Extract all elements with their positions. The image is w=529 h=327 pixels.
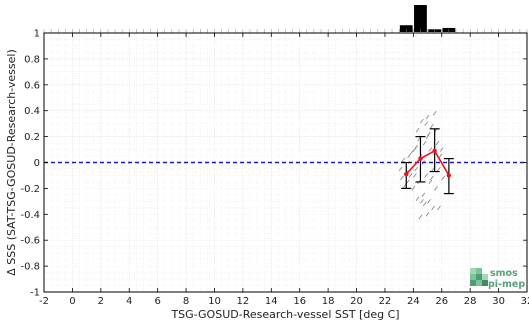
scatter-point-8: [411, 186, 416, 191]
logo-cell-6: [476, 280, 482, 286]
data-series: [401, 128, 454, 195]
scatter-point-0: [398, 166, 403, 172]
x-tick-label-11: 20: [350, 296, 363, 307]
scatter-point-9: [412, 147, 417, 152]
logo-text-line1: smos: [490, 268, 518, 279]
scatter-point-6: [407, 153, 411, 159]
scatter-point-28: [414, 144, 419, 150]
x-tick-label-1: 0: [69, 296, 75, 307]
x-tick-label-0: -2: [39, 296, 49, 307]
x-tick-label-8: 14: [265, 296, 278, 307]
x-tick-label-17: 32: [521, 296, 529, 307]
x-tick-label-12: 22: [379, 296, 392, 307]
scatter-point-19: [427, 199, 431, 204]
scatter-point-44: [439, 147, 444, 152]
scatter-point-15: [421, 192, 426, 198]
logo-cell-5: [470, 280, 476, 286]
scatter-point-26: [437, 205, 441, 211]
x-tick-label-14: 26: [435, 296, 448, 307]
y-tick-label-2: -0.6: [20, 236, 40, 247]
x-tick-label-10: 18: [322, 296, 335, 307]
y-tick-label-3: -0.4: [20, 210, 40, 221]
series-point-1: [418, 156, 423, 161]
series-point-3: [446, 173, 452, 178]
axis-ticks: [43, 32, 528, 293]
scatter-point-1: [400, 175, 404, 181]
scatter-point-43: [437, 166, 441, 172]
scatter-point-47: [425, 114, 430, 120]
logo-cell-7: [482, 280, 488, 286]
y-tick-label-4: -0.2: [20, 184, 40, 195]
scatter-point-37: [427, 131, 431, 137]
x-tick-label-9: 16: [293, 296, 306, 307]
x-tick-label-5: 8: [183, 296, 189, 307]
scatter-point-32: [424, 121, 428, 126]
smos-pi-mep-logo: smos pi-mep: [470, 268, 525, 290]
histogram-bar-0: [399, 25, 413, 32]
scatter-point-18: [425, 134, 430, 139]
x-tick-label-6: 10: [208, 296, 221, 307]
histogram: [43, 5, 528, 33]
x-axis-label: TSG-GOSUD-Research-vessel SST [deg C]: [170, 308, 399, 321]
scatter-point-38: [415, 196, 420, 201]
y-tick-label-0: -1: [30, 288, 40, 299]
scatter-point-31: [422, 201, 427, 207]
scatter-point-11: [415, 127, 420, 133]
x-tick-labels: -202468101214161820222426283032: [39, 296, 529, 307]
scatter-point-25: [435, 140, 440, 146]
y-tick-label-8: 0.6: [24, 80, 40, 91]
scatter-point-30: [425, 212, 430, 217]
y-tick-label-7: 0.4: [24, 106, 40, 117]
y-tick-labels: -1 -0.8 -0.6 -0.4 -0.2 0 0.2 0.4 0.6 0.8 1: [20, 29, 40, 299]
x-tick-label-4: 6: [154, 296, 160, 307]
y-tick-label-5: 0: [34, 158, 40, 169]
scatter-point-24: [434, 186, 438, 191]
logo-cell-0: [470, 268, 476, 274]
x-tick-label-7: 12: [237, 296, 250, 307]
scatter-point-41: [412, 173, 417, 178]
x-tick-label-3: 4: [126, 296, 132, 307]
scatter-point-33: [428, 179, 433, 185]
scatter-point-20: [428, 147, 433, 152]
y-tick-label-1: -0.8: [20, 262, 40, 273]
histogram-bar-1: [414, 5, 427, 32]
series-point-2: [432, 148, 437, 154]
scatter-point-23: [432, 111, 437, 116]
scatter-point-46: [418, 214, 423, 220]
scatter-point-7: [408, 173, 413, 178]
logo-cell-1: [476, 268, 482, 274]
scatter-point-10: [414, 166, 419, 172]
series-point-0: [404, 171, 409, 177]
logo-text-line2: pi-mep: [488, 279, 525, 290]
scatter-point-45: [441, 175, 446, 181]
y-tick-label-10: 1: [34, 29, 40, 40]
y-tick-label-6: 0.2: [24, 132, 40, 143]
x-tick-label-13: 24: [407, 296, 420, 307]
logo-cell-4: [482, 274, 488, 280]
logo-cell-3: [476, 274, 482, 280]
scatter-point-17: [424, 173, 428, 178]
series-line-0: [405, 149, 450, 176]
y-tick-label-9: 0.8: [24, 54, 40, 65]
grid: [43, 32, 528, 293]
scatter-point-29: [420, 199, 424, 204]
scatter-point-2: [401, 157, 406, 163]
scatter-point-21: [430, 123, 434, 129]
scatter-point-16: [422, 140, 427, 146]
logo-cell-2: [470, 274, 476, 280]
scatter-point-40: [431, 205, 436, 211]
logo-mark-icon: [470, 268, 488, 286]
scatter-point-36: [430, 175, 434, 181]
y-axis-label: Δ SSS (SAT-TSG-GOSUD-Research-vessel): [5, 49, 18, 276]
x-tick-label-15: 28: [464, 296, 477, 307]
scatter-point-14: [420, 118, 424, 124]
x-tick-label-2: 2: [98, 296, 104, 307]
x-tick-label-16: 30: [492, 296, 505, 307]
scatter-point-42: [410, 149, 414, 155]
